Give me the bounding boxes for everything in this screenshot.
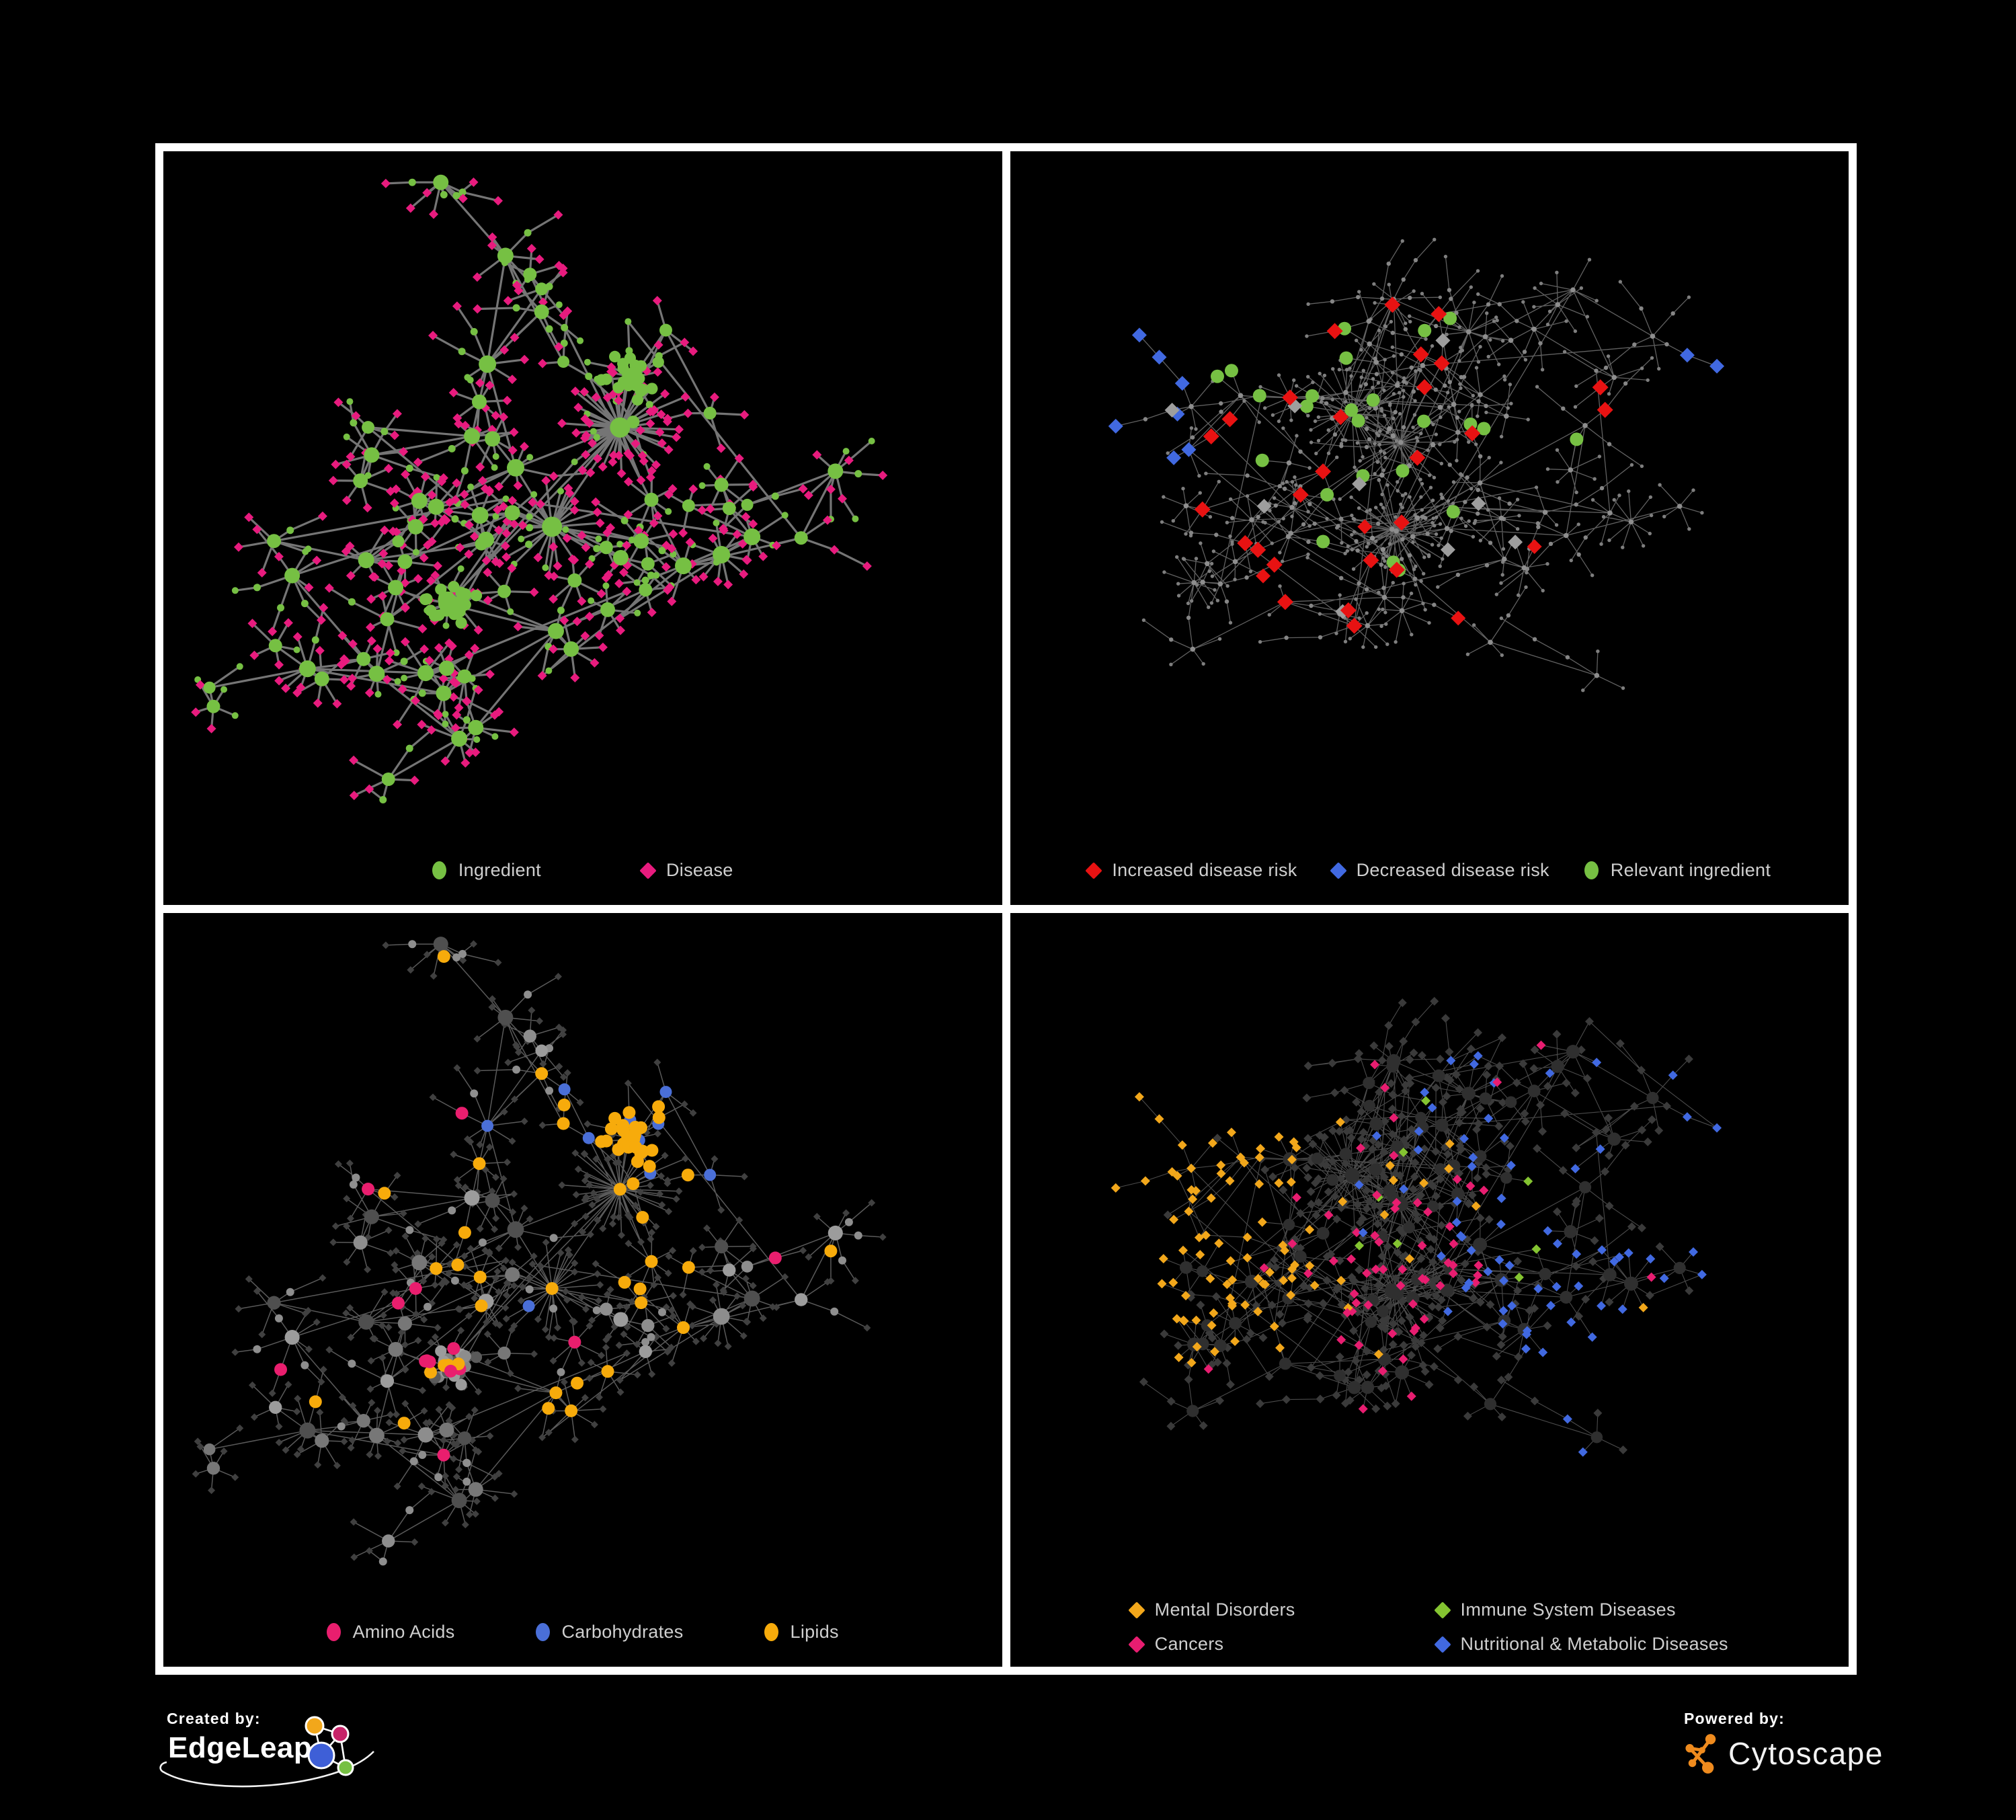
legend-item-ingredient: Ingredient: [432, 860, 541, 881]
legend-item-cancers: Cancers: [1127, 1634, 1295, 1655]
disease-risk-network-graph: [1108, 237, 1724, 693]
legend-item-disease: Disease: [639, 860, 733, 881]
nutritional-metabolic-diseases-diamond-swatch: [1433, 1635, 1451, 1653]
nutrient-classes-legend: Amino Acids Carbohydrates Lipids: [163, 1622, 1002, 1643]
panel-disease-risk: Increased disease risk Decreased disease…: [1010, 151, 1849, 905]
ingredient-disease-network-graph: [191, 174, 888, 803]
legend-item-carbohydrates: Carbohydrates: [535, 1622, 684, 1643]
powered-by-label: Powered by:: [1684, 1710, 1785, 1727]
ingredient-disease-legend: Ingredient Disease: [163, 860, 1002, 881]
panel-ingredient-disease: Ingredient Disease: [163, 151, 1002, 905]
disease-diamond-swatch: [639, 861, 657, 879]
legend-label: Ingredient: [458, 860, 541, 880]
legend-item-increased-risk: Increased disease risk: [1085, 860, 1297, 881]
legend-item-mental-disorders: Mental Disorders: [1127, 1599, 1295, 1620]
lipids-circle-swatch: [764, 1623, 778, 1641]
carbohydrates-circle-swatch: [535, 1623, 550, 1641]
legend-item-relevant-ingredient: Relevant ingredient: [1584, 860, 1771, 881]
created-by-label: Created by:: [167, 1710, 261, 1727]
immune-system-diseases-diamond-swatch: [1433, 1601, 1451, 1619]
legend-label: Disease: [666, 860, 733, 880]
legend-label: Immune System Diseases: [1460, 1599, 1676, 1620]
mental-disorders-diamond-swatch: [1127, 1601, 1145, 1619]
cytoscape-brand-row: Cytoscape: [1684, 1732, 2007, 1775]
legend-item-nutritional-metabolic-diseases: Nutritional & Metabolic Diseases: [1433, 1634, 1728, 1655]
panel-nutrient-classes: Amino Acids Carbohydrates Lipids: [163, 913, 1002, 1667]
legend-label: Amino Acids: [352, 1622, 455, 1642]
legend-label: Cancers: [1154, 1634, 1224, 1654]
legend-label: Mental Disorders: [1154, 1599, 1295, 1620]
disease-categories-network-graph: [1111, 996, 1722, 1457]
legend-label: Lipids: [790, 1622, 839, 1642]
legend-label: Nutritional & Metabolic Diseases: [1460, 1634, 1728, 1654]
created-by-block: Created by: EdgeLeap: [159, 1710, 543, 1804]
nutrient-classes-network-graph: [192, 937, 887, 1566]
cytoscape-network-logo-icon: [1685, 1734, 1716, 1774]
relevant-ingredient-circle-swatch: [1584, 861, 1599, 879]
legend-item-lipids: Lipids: [764, 1622, 839, 1643]
legend-label: Decreased disease risk: [1356, 860, 1549, 880]
legend-label: Relevant ingredient: [1610, 860, 1771, 880]
disease-categories-legend: Mental Disorders Immune System Diseases …: [1010, 1599, 1849, 1655]
legend-item-immune-system-diseases: Immune System Diseases: [1433, 1599, 1728, 1620]
legend-label: Increased disease risk: [1112, 860, 1297, 880]
ingredient-circle-swatch: [432, 861, 446, 879]
disease-risk-legend: Increased disease risk Decreased disease…: [1010, 860, 1849, 881]
powered-by-block: Powered by: Cytoscape: [1684, 1710, 2007, 1804]
cancers-diamond-swatch: [1127, 1635, 1145, 1653]
figure-board: Ingredient Disease Increased disease ris…: [155, 143, 1857, 1675]
legend-item-decreased-risk: Decreased disease risk: [1329, 860, 1549, 881]
legend-item-amino-acids: Amino Acids: [326, 1622, 455, 1643]
panel-disease-categories: Mental Disorders Immune System Diseases …: [1010, 913, 1849, 1667]
legend-label: Carbohydrates: [561, 1622, 684, 1642]
edgeleap-wordmark: EdgeLeap: [168, 1731, 313, 1764]
amino-acids-circle-swatch: [326, 1623, 341, 1641]
increased-risk-diamond-swatch: [1085, 861, 1103, 879]
cytoscape-wordmark: Cytoscape: [1728, 1736, 1884, 1771]
decreased-risk-diamond-swatch: [1329, 861, 1347, 879]
